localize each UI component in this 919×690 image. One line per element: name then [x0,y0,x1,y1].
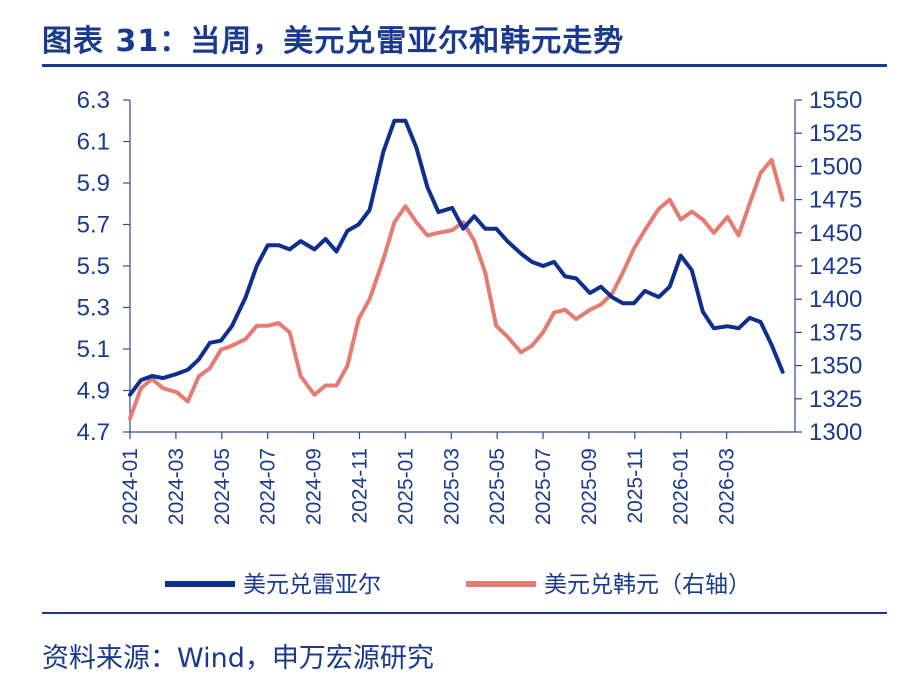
left-tick-label: 5.5 [77,253,110,280]
left-tick-label: 5.1 [77,336,110,363]
legend-label: 美元兑雷亚尔 [243,572,381,598]
right-tick-label: 1300 [809,419,862,446]
left-tick-label: 5.9 [77,170,110,197]
right-tick-label: 1375 [809,319,862,346]
right-tick-label: 1525 [809,120,862,147]
right-tick-label: 1500 [809,153,862,180]
source-note: 资料来源：Wind，申万宏源研究 [42,643,434,674]
x-tick-label: 2024-09 [303,448,326,525]
left-tick-label: 6.3 [77,87,110,114]
right-y-axis: 1300 1325 1350 1375 1400 1425 1450 1475 1500 1525… [794,87,862,446]
right-tick-label: 1450 [809,220,862,247]
right-tick-label: 1550 [809,87,862,114]
legend: 美元兑雷亚尔 美元兑韩元（右轴） [165,572,751,598]
right-tick-label: 1400 [809,286,862,313]
x-tick-label: 2024-05 [211,448,234,525]
right-tick-label: 1325 [809,386,862,413]
x-tick-label: 2024-03 [165,448,188,525]
x-tick-label: 2024-01 [119,448,142,525]
page-title: 图表 31：当周，美元兑雷亚尔和韩元走势 [42,24,625,59]
right-tick-label: 1475 [809,187,862,214]
x-tick-label: 2024-07 [257,448,280,525]
legend-label: 美元兑韩元（右轴） [544,572,751,598]
x-tick-label: 2026-01 [670,448,693,525]
x-tick-label: 2025-09 [578,448,601,525]
left-y-axis: 4.7 4.9 5.1 5.3 5.5 5.7 5.9 6.1 6.3 [77,87,131,446]
dual-axis-line-chart: 4.7 4.9 5.1 5.3 5.5 5.7 5.9 6.1 6.3 1300 1325 1350… [77,87,863,598]
x-tick-label: 2026-03 [716,448,739,525]
right-tick-label: 1350 [809,353,862,380]
x-tick-label: 2025-01 [394,448,417,525]
series-layer [128,118,785,421]
left-tick-label: 5.7 [77,212,110,239]
right-tick-label: 1425 [809,253,862,280]
footer-divider [42,612,887,614]
left-tick-label: 4.7 [77,419,110,446]
x-tick-label: 2024-11 [348,448,371,524]
x-tick-label: 2025-03 [440,448,463,525]
series-line-krw [128,157,785,421]
left-tick-label: 5.3 [77,295,110,322]
x-tick-label: 2025-11 [624,448,647,524]
x-axis: 2024-01 2024-03 2024-05 2024-07 2024-09 2024-… [119,431,795,525]
left-tick-label: 4.9 [77,378,110,405]
left-tick-label: 6.1 [77,129,110,156]
x-tick-label: 2025-05 [486,448,509,525]
x-tick-label: 2025-07 [532,448,555,525]
title-divider [42,64,887,67]
series-line-brl [128,118,785,397]
